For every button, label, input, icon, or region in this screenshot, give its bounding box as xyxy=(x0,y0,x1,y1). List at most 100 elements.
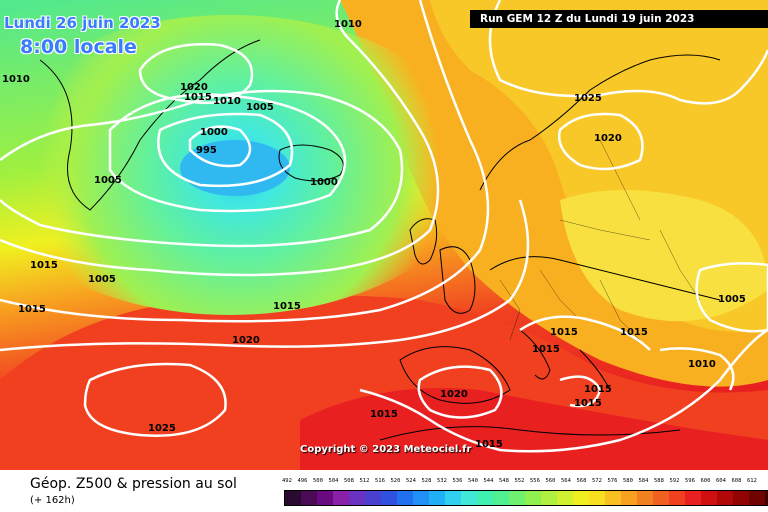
color-legend xyxy=(284,490,768,506)
legend-swatch xyxy=(589,491,605,505)
legend-swatch xyxy=(333,491,349,505)
legend-swatch xyxy=(557,491,573,505)
legend-value: 524 xyxy=(406,478,416,484)
isobar-label: 1005 xyxy=(94,175,122,186)
isobar-label: 1010 xyxy=(213,96,241,107)
copyright-notice: Copyright © 2023 Meteociel.fr xyxy=(300,444,472,455)
legend-value: 508 xyxy=(344,478,354,484)
isobar-label: 1015 xyxy=(370,409,398,420)
isobar-label: 1005 xyxy=(246,102,274,113)
legend-swatch xyxy=(573,491,589,505)
legend-swatch xyxy=(301,491,317,505)
isobar-label: 1010 xyxy=(2,74,30,85)
isobar-label: 1020 xyxy=(180,82,208,93)
legend-value: 504 xyxy=(328,478,339,484)
legend-value: 516 xyxy=(375,478,385,484)
legend-value: 568 xyxy=(576,478,587,484)
legend-swatch xyxy=(397,491,413,505)
isobars xyxy=(0,0,768,451)
isobar-label: 1005 xyxy=(88,274,116,285)
legend-swatch xyxy=(317,491,333,505)
isobar-label: 1015 xyxy=(532,344,560,355)
legend-swatch xyxy=(509,491,525,505)
legend-swatch xyxy=(477,491,493,505)
isobar-label: 1020 xyxy=(440,389,468,400)
legend-swatch xyxy=(381,491,397,505)
legend-swatch xyxy=(429,491,445,505)
legend-swatch xyxy=(733,491,749,505)
legend-value: 564 xyxy=(561,478,571,484)
legend-value: 496 xyxy=(297,478,308,484)
legend-value: 552 xyxy=(514,478,525,484)
isobar-label: 1000 xyxy=(200,127,228,138)
legend-swatch xyxy=(525,491,541,505)
legend-value: 536 xyxy=(452,478,463,484)
legend-swatch xyxy=(413,491,429,505)
legend-value: 592 xyxy=(669,478,680,484)
isobar-label: 1010 xyxy=(334,19,362,30)
weather-map: 1010 1010 1020 1015 1010 1005 1000 995 1… xyxy=(0,0,768,470)
legend-swatch xyxy=(637,491,653,505)
isobar-label: 1015 xyxy=(273,301,301,312)
legend-value: 612 xyxy=(747,478,757,484)
legend-swatch xyxy=(685,491,701,505)
isobar-label: 1025 xyxy=(148,423,176,434)
isobar-label: 1005 xyxy=(718,294,746,305)
map-title: Géop. Z500 & pression au sol xyxy=(30,476,237,492)
isobar-labels: 1010 1010 1020 1015 1010 1005 1000 995 1… xyxy=(2,19,746,434)
legend-swatch xyxy=(461,491,477,505)
legend-swatch xyxy=(669,491,685,505)
legend-value: 560 xyxy=(545,478,556,484)
forecast-lead-time: (+ 162h) xyxy=(30,495,75,506)
legend-value: 588 xyxy=(654,478,664,484)
isobar-label: 1020 xyxy=(594,133,622,144)
isobar-label: 1000 xyxy=(310,177,338,188)
legend-value: 544 xyxy=(483,478,494,484)
legend-value: 572 xyxy=(592,478,602,484)
borders xyxy=(499,139,701,341)
sahara-red xyxy=(300,388,768,470)
isobar-label: 1015 xyxy=(584,384,612,395)
isobar-label: 1015 xyxy=(550,327,578,338)
legend-swatch xyxy=(701,491,717,505)
legend-value: 512 xyxy=(359,478,370,484)
legend-swatch xyxy=(621,491,637,505)
legend-swatch xyxy=(445,491,461,505)
legend-swatch xyxy=(765,491,768,505)
legend-swatch xyxy=(285,491,301,505)
legend-swatch xyxy=(349,491,365,505)
legend-value: 556 xyxy=(530,478,540,484)
legend-value: 604 xyxy=(716,478,726,484)
legend-value: 500 xyxy=(313,478,323,484)
isobar-label: 1020 xyxy=(232,335,260,346)
eastern-yellow xyxy=(560,190,768,322)
isobar-label: 1015 xyxy=(184,92,212,103)
legend-value: 520 xyxy=(390,478,401,484)
isobar-label: 1015 xyxy=(30,260,58,271)
isobar-label: 1015 xyxy=(18,304,46,315)
legend-swatch xyxy=(493,491,509,505)
legend-swatch xyxy=(365,491,381,505)
legend-value: 532 xyxy=(437,478,447,484)
legend-value: 596 xyxy=(685,478,695,484)
legend-swatch xyxy=(605,491,621,505)
isobar-label: 1010 xyxy=(688,359,716,370)
legend-value: 576 xyxy=(607,478,618,484)
legend-swatch xyxy=(653,491,669,505)
forecast-time: 8:00 locale xyxy=(20,36,137,58)
legend-value: 540 xyxy=(468,478,478,484)
isobar-label: 1025 xyxy=(574,93,602,104)
legend-value: 548 xyxy=(499,478,509,484)
model-run-banner: Run GEM 12 Z du Lundi 19 juin 2023 xyxy=(470,10,768,28)
legend-value: 608 xyxy=(731,478,742,484)
isobar-label: 1015 xyxy=(574,398,602,409)
isobar-label: 1015 xyxy=(475,439,503,450)
legend-value: 600 xyxy=(700,478,711,484)
legend-value: 584 xyxy=(638,478,649,484)
low-core xyxy=(180,140,290,196)
legend-swatch xyxy=(541,491,557,505)
forecast-date: Lundi 26 juin 2023 xyxy=(4,14,161,32)
legend-swatch xyxy=(749,491,765,505)
legend-swatch xyxy=(717,491,733,505)
legend-value: 528 xyxy=(421,478,432,484)
